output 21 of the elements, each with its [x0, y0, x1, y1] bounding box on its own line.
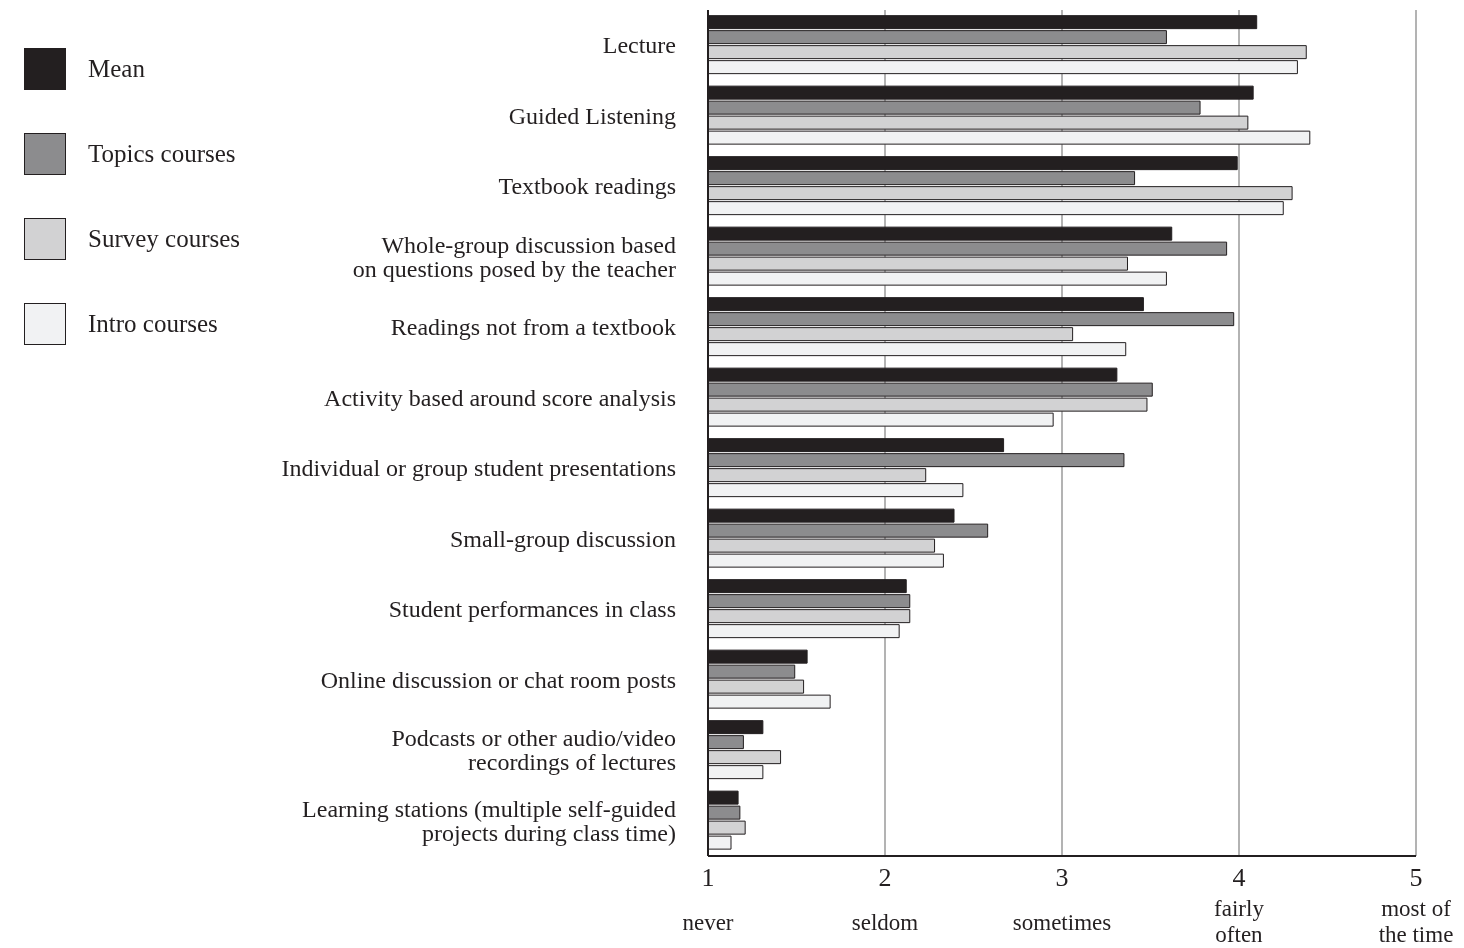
- y-tick-label: Guided Listening: [508, 102, 676, 129]
- y-tick-label: Lecture: [602, 32, 676, 59]
- x-tick-label: 1 never: [682, 863, 734, 935]
- legend-label: Survey courses: [88, 225, 241, 253]
- y-tick-label: Individual or group student presentations: [281, 455, 676, 482]
- y-tick-label: Whole-group discussion based on questions posed by the teacher: [352, 231, 677, 282]
- x-tick-label: 5 most of the time: [1378, 863, 1454, 947]
- y-tick-label: Podcasts or other audio/video recordings of lectures: [391, 725, 676, 776]
- y-tick-label: Activity based around score analysis: [324, 384, 676, 411]
- legend-label: Intro courses: [88, 310, 218, 338]
- x-tick-label: 2 seldom: [851, 863, 919, 935]
- y-tick-label: Online discussion or chat room posts: [320, 666, 676, 693]
- y-tick-label: Small-group discussion: [450, 525, 676, 552]
- legend-label: Mean: [88, 55, 145, 83]
- legend-label: Topics courses: [88, 140, 236, 168]
- y-tick-label: Readings not from a textbook: [390, 314, 676, 341]
- y-tick-label: Student performances in class: [388, 596, 676, 623]
- x-tick-label: 3 sometimes: [1012, 863, 1112, 935]
- y-tick-label: Textbook readings: [498, 173, 676, 200]
- y-tick-label: Learning stations (multiple self-guided projects during class time): [302, 795, 676, 846]
- x-tick-label: 4 fairly often: [1214, 863, 1265, 947]
